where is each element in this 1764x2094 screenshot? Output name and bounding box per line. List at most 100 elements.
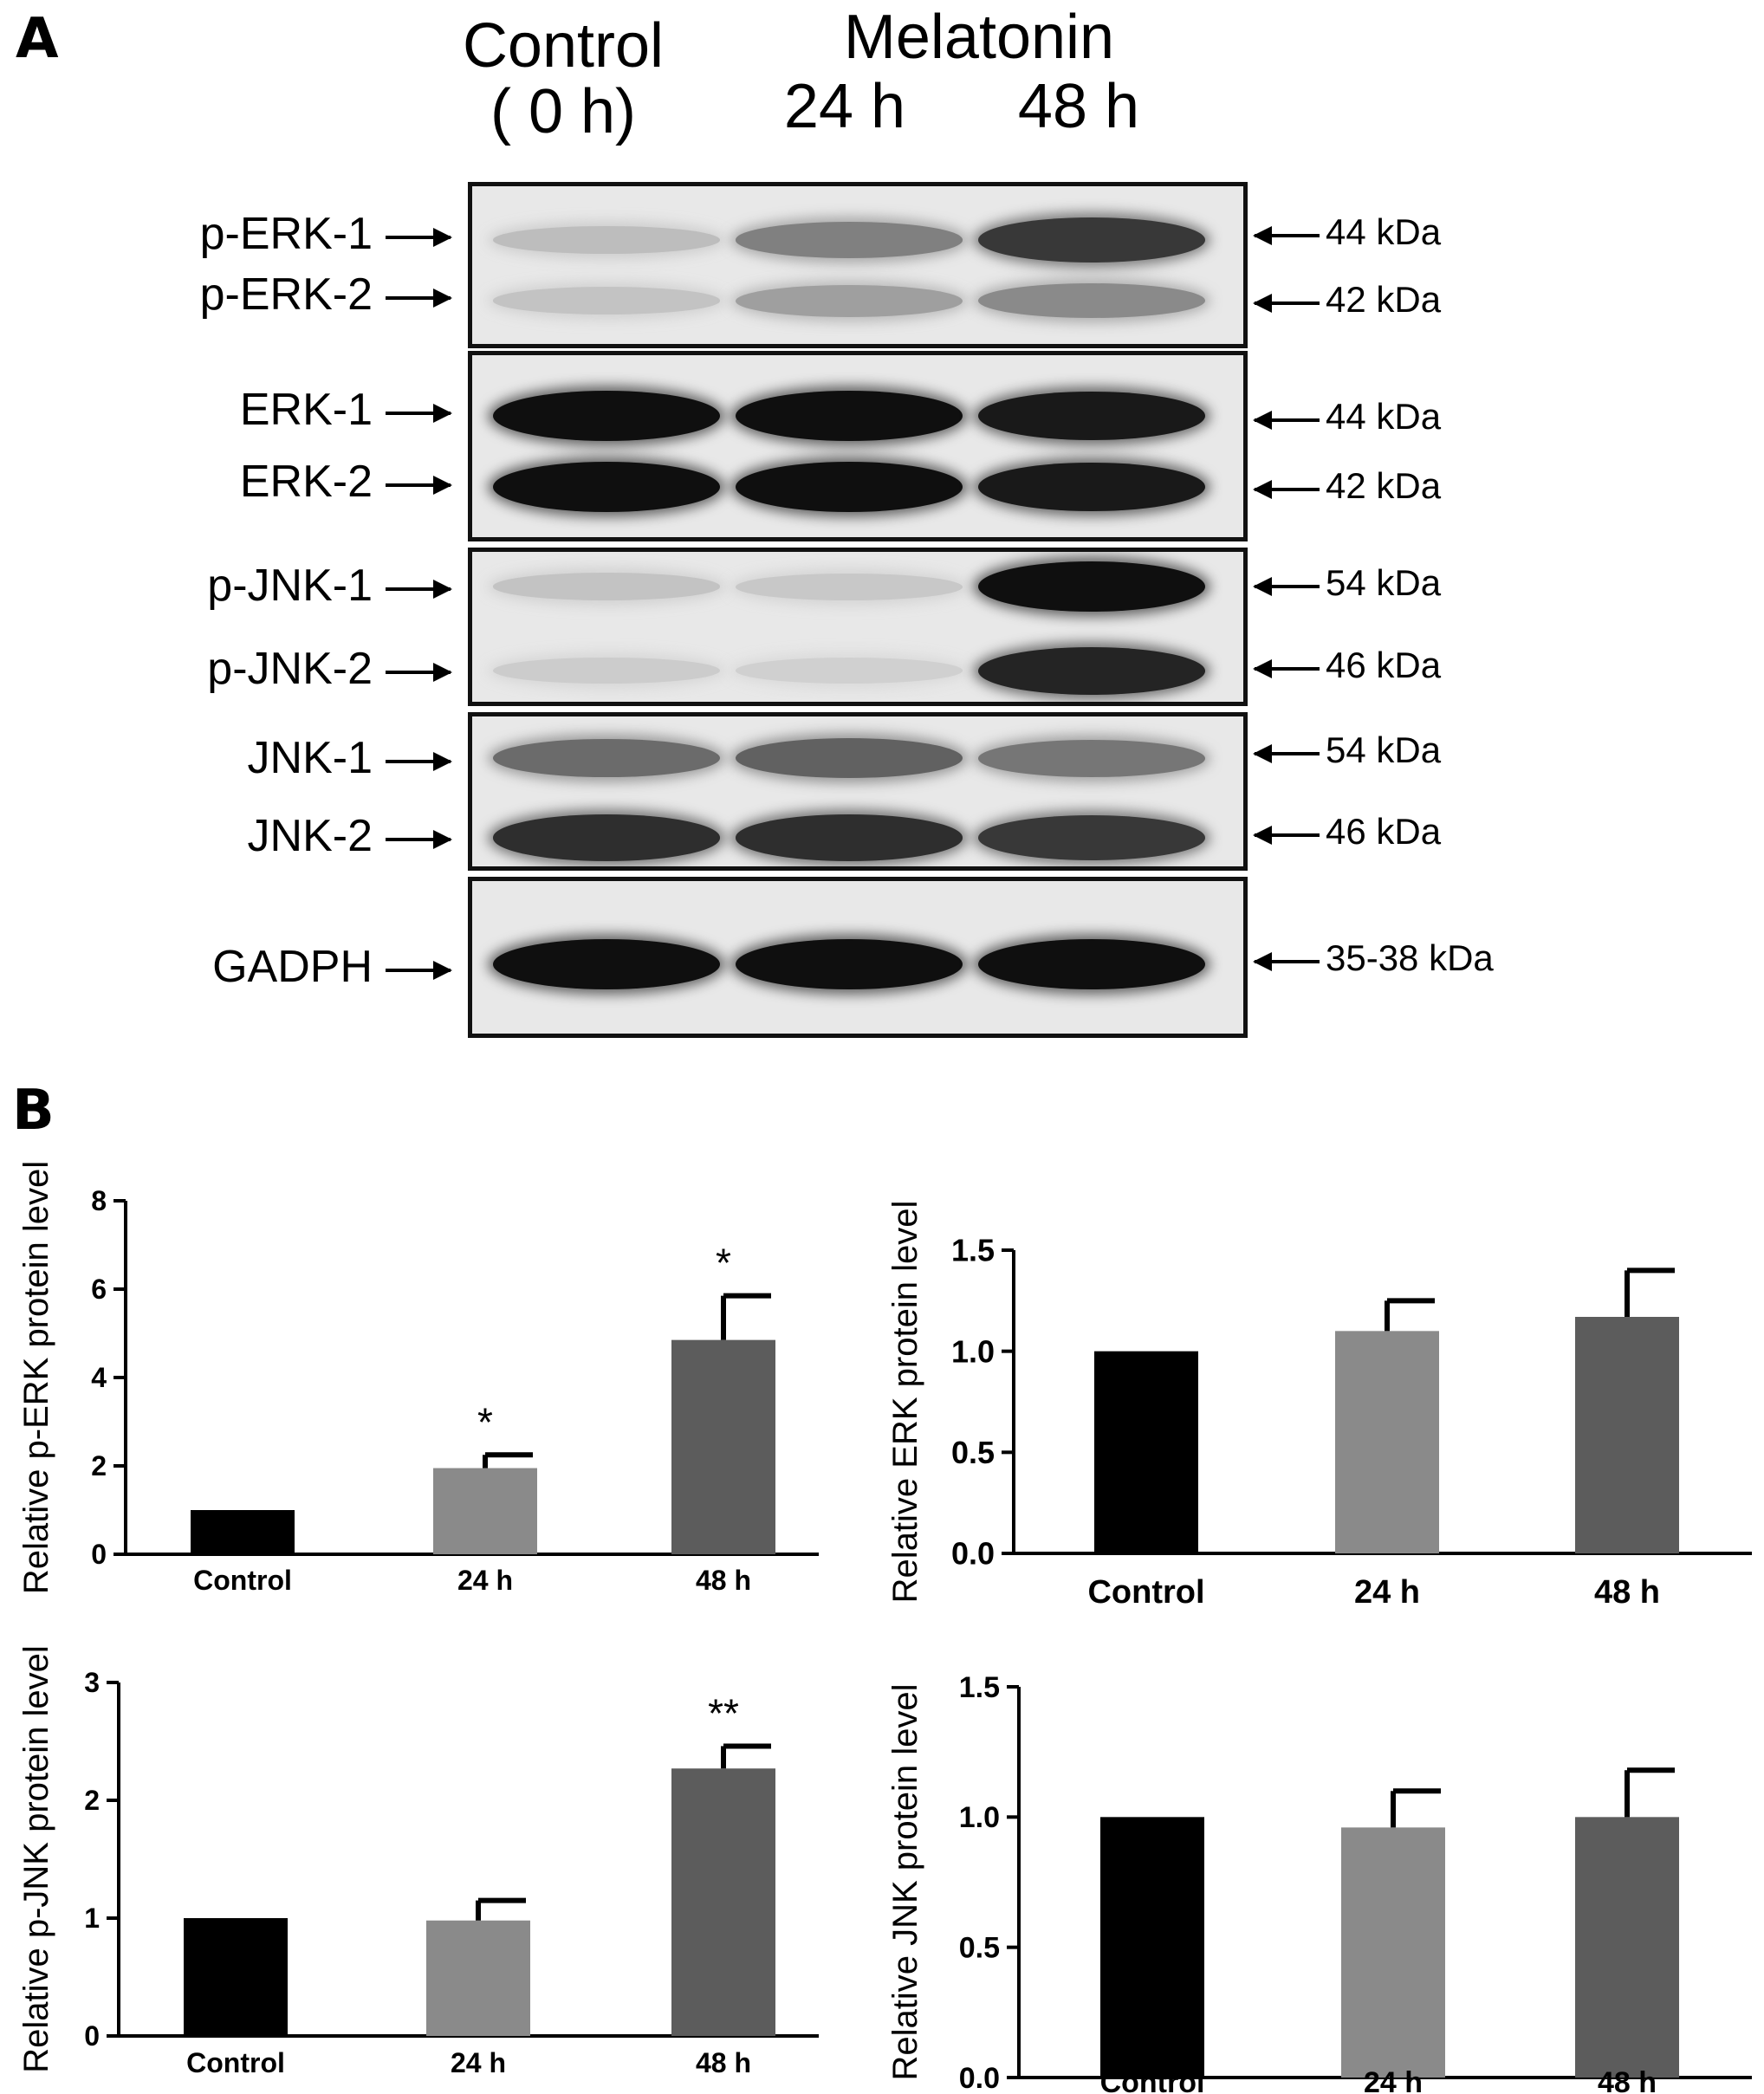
protein-band	[736, 738, 963, 778]
right-arrow-icon	[386, 580, 452, 599]
panel-a-letter: A	[16, 7, 59, 71]
protein-band	[978, 217, 1205, 263]
y-tick-label: 0.0	[951, 1536, 995, 1572]
blot-box	[468, 877, 1248, 1038]
bar	[1341, 1827, 1445, 2078]
right-arrow-icon	[386, 288, 452, 308]
significance-marker: **	[708, 1690, 739, 1735]
y-axis-label: Relative JNK protein level	[886, 1684, 924, 2081]
left-arrow-icon	[1253, 480, 1320, 499]
protein-band	[978, 283, 1205, 318]
category-label: 48 h	[696, 1565, 751, 1596]
right-arrow-icon	[386, 228, 452, 247]
protein-band	[736, 573, 963, 600]
band-label: ERK-1	[239, 385, 373, 435]
y-tick-label: 1.5	[951, 1233, 995, 1268]
y-axis-label: Relative p-ERK protein level	[17, 1161, 55, 1594]
y-tick-label: 2	[84, 1785, 100, 1816]
y-tick-label: 8	[91, 1185, 107, 1216]
band-label: GADPH	[212, 942, 373, 992]
header-control-time: ( 0 h)	[490, 77, 637, 146]
header-24h: 24 h	[783, 72, 906, 141]
protein-band	[493, 573, 720, 600]
left-arrow-icon	[1253, 411, 1320, 430]
molecular-weight-label: 42 kDa	[1326, 465, 1442, 506]
band-label: JNK-2	[247, 811, 373, 861]
y-tick-label: 1.0	[951, 1333, 995, 1369]
left-arrow-icon	[1253, 659, 1320, 678]
y-axis-label: Relative ERK protein level	[886, 1201, 924, 1604]
header-control: Control	[462, 11, 665, 81]
y-tick-label: 1	[84, 1903, 100, 1934]
right-arrow-icon	[386, 830, 452, 849]
band-label: ERK-2	[239, 457, 373, 507]
category-label: 24 h	[457, 1565, 513, 1596]
category-label: 24 h	[1364, 2066, 1423, 2094]
protein-band	[736, 658, 963, 684]
protein-band	[978, 739, 1205, 777]
bar	[1094, 1351, 1198, 1553]
header-melatonin: Melatonin	[843, 3, 1115, 72]
protein-band	[978, 462, 1205, 512]
category-label: 24 h	[451, 2047, 506, 2078]
y-tick-label: 0	[84, 2020, 100, 2052]
protein-band	[493, 939, 720, 989]
y-tick-label: 3	[84, 1667, 100, 1698]
protein-band	[493, 814, 720, 861]
category-label: 48 h	[1594, 1574, 1660, 1611]
protein-band	[493, 738, 720, 778]
blot-box	[468, 182, 1248, 348]
left-arrow-icon	[1253, 577, 1320, 596]
protein-band	[736, 391, 963, 441]
blot-box	[468, 712, 1248, 871]
molecular-weight-label: 54 kDa	[1326, 562, 1442, 603]
bar	[184, 1918, 288, 2036]
y-tick-label: 6	[91, 1274, 107, 1305]
right-arrow-icon	[386, 476, 452, 495]
protein-band	[978, 939, 1205, 989]
left-arrow-icon	[1253, 226, 1320, 245]
left-arrow-icon	[1253, 826, 1320, 845]
y-tick-label: 0.5	[959, 1932, 1000, 1965]
category-label: 24 h	[1354, 1574, 1420, 1611]
y-tick-label: 0	[91, 1539, 107, 1570]
bar	[1100, 1817, 1204, 2078]
bar	[1575, 1317, 1679, 1553]
protein-band	[978, 561, 1205, 612]
molecular-weight-label: 44 kDa	[1326, 211, 1442, 252]
bar	[433, 1468, 537, 1554]
protein-band	[736, 814, 963, 861]
header-48h: 48 h	[1017, 72, 1140, 141]
band-label: p-ERK-2	[199, 269, 373, 320]
molecular-weight-label: 44 kDa	[1326, 396, 1442, 437]
left-arrow-icon	[1253, 294, 1320, 313]
band-label: p-JNK-1	[207, 561, 373, 611]
bar	[191, 1510, 295, 1554]
left-arrow-icon	[1253, 952, 1320, 971]
protein-band	[493, 225, 720, 255]
y-tick-label: 2	[91, 1450, 107, 1481]
category-label: Control	[1087, 1574, 1204, 1611]
protein-band	[736, 939, 963, 989]
bar	[426, 1920, 530, 2036]
category-label: 48 h	[1598, 2066, 1657, 2094]
protein-band	[493, 462, 720, 512]
protein-band	[736, 222, 963, 258]
protein-band	[493, 287, 720, 314]
right-arrow-icon	[386, 404, 452, 423]
y-tick-label: 0.0	[959, 2062, 1000, 2094]
right-arrow-icon	[386, 663, 452, 682]
category-label: 48 h	[696, 2047, 751, 2078]
significance-marker: *	[477, 1399, 493, 1444]
protein-band	[736, 284, 963, 317]
bar	[671, 1768, 775, 2036]
bar	[1335, 1331, 1439, 1553]
band-label: p-ERK-1	[199, 209, 373, 259]
protein-band	[493, 657, 720, 684]
y-tick-label: 4	[91, 1362, 107, 1393]
protein-band	[978, 646, 1205, 695]
left-arrow-icon	[1253, 744, 1320, 763]
blot-box	[468, 351, 1248, 541]
band-label: JNK-1	[247, 733, 373, 783]
molecular-weight-label: 54 kDa	[1326, 729, 1442, 770]
